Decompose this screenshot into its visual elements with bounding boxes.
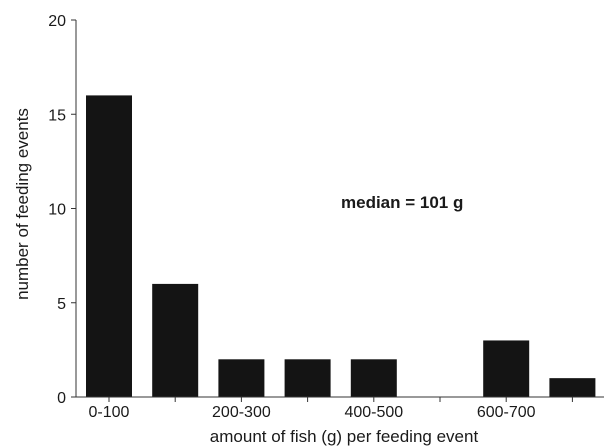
x-tick-label: 600-700 xyxy=(477,404,536,421)
y-tick-label: 15 xyxy=(48,107,66,124)
x-tick-label: 0-100 xyxy=(89,404,130,421)
x-tick-label: 200-300 xyxy=(212,404,271,421)
x-ticks: 0-100 200-300 400-500 600-700 xyxy=(89,397,573,421)
x-axis-label: amount of fish (g) per feeding event xyxy=(210,427,479,446)
bars-layer xyxy=(86,95,596,398)
y-tick-label: 20 xyxy=(48,13,66,30)
bar-400-500 xyxy=(350,359,397,397)
y-axis-label: number of feeding events xyxy=(13,108,32,300)
y-tick-label: 5 xyxy=(57,296,66,313)
bar-0-100 xyxy=(86,95,132,398)
y-tick-label: 10 xyxy=(48,202,66,219)
bar-200-300 xyxy=(218,359,265,397)
x-tick-label: 400-500 xyxy=(344,404,403,421)
bar-100-200 xyxy=(152,283,199,397)
bar-600-700 xyxy=(483,340,530,397)
y-tick-label: 0 xyxy=(57,390,66,407)
bar-700-800 xyxy=(549,378,596,397)
y-ticks: 0 5 10 15 20 xyxy=(48,13,76,407)
bar-300-400 xyxy=(284,359,331,397)
median-annotation: median = 101 g xyxy=(341,193,463,212)
